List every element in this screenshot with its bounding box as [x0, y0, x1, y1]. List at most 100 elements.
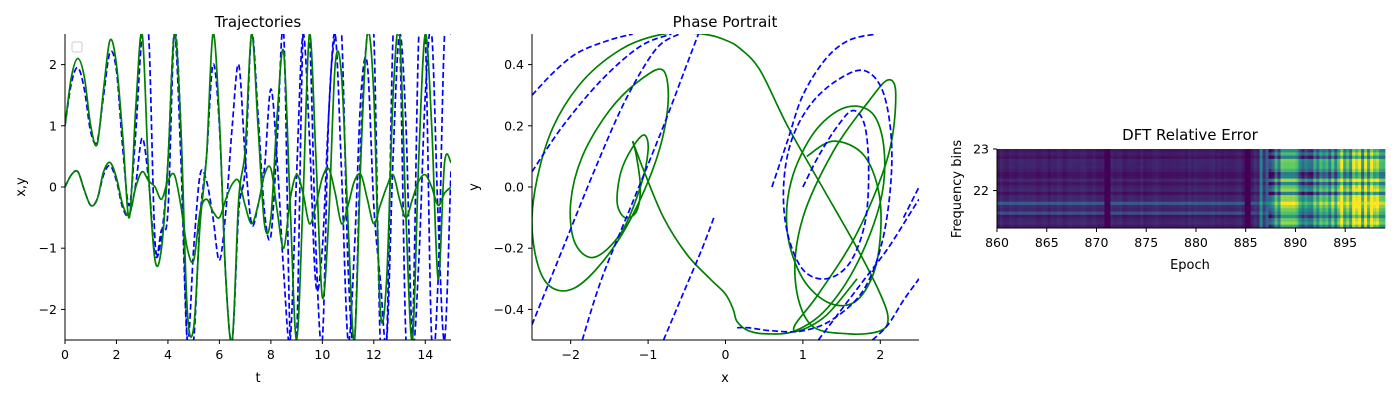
heatmap-cell: [1032, 149, 1037, 153]
heatmap-cell: [1358, 181, 1362, 186]
heatmap-cell: [1011, 204, 1016, 209]
heatmap-cell: [1328, 175, 1332, 180]
heatmap-cell: [1077, 208, 1081, 212]
heatmap-cell: [1092, 208, 1096, 212]
heatmap-cell: [1316, 208, 1320, 212]
heatmap-cell: [1053, 224, 1058, 229]
heatmap-cell: [1343, 178, 1347, 183]
heatmap-cell: [1298, 204, 1302, 209]
heatmap-cell: [1098, 218, 1102, 222]
heatmap-cell: [1185, 175, 1189, 180]
heatmap-cell: [1214, 221, 1219, 226]
heatmap-cell: [1056, 152, 1061, 156]
heatmap-cell: [1005, 158, 1010, 163]
heatmap-cell: [1047, 221, 1052, 226]
heatmap-cell: [1289, 158, 1293, 163]
heatmap-cell: [1250, 158, 1255, 163]
heatmap-cell: [1277, 185, 1281, 189]
heatmap-cell: [1134, 185, 1138, 189]
heatmap-cell: [1026, 172, 1031, 176]
heatmap-cell: [1301, 155, 1305, 160]
heatmap-cell: [1247, 149, 1252, 153]
heatmap-cell: [1116, 155, 1120, 160]
heatmap-cell: [1379, 155, 1383, 160]
heatmap-cell: [1298, 214, 1302, 219]
heatmap-cell: [1110, 214, 1114, 219]
heatmap-cell: [1262, 188, 1267, 193]
heatmap-cell: [1214, 178, 1219, 183]
heatmap-cell: [1110, 152, 1114, 156]
heatmap-cell: [1041, 195, 1046, 199]
heatmap-cell: [1092, 178, 1096, 183]
heatmap-cell: [1304, 191, 1308, 196]
heatmap-cell: [1334, 165, 1338, 170]
heatmap-cell: [1038, 214, 1043, 219]
heatmap-cell: [1086, 155, 1090, 160]
heatmap-cell: [1068, 185, 1073, 189]
heatmap-cell: [1271, 152, 1275, 156]
heatmap-cell: [1331, 195, 1335, 199]
heatmap-cell: [1086, 162, 1090, 166]
heatmap-cell: [1307, 208, 1311, 212]
heatmap-cell: [1035, 152, 1040, 156]
heatmap-cell: [1250, 149, 1255, 153]
heatmap-cell: [1161, 221, 1165, 226]
heatmap-cell: [1325, 162, 1329, 166]
heatmap-cell: [1008, 211, 1013, 216]
heatmap-cell: [1340, 204, 1344, 209]
heatmap-cell: [1101, 152, 1105, 156]
heatmap-cell: [1382, 224, 1386, 229]
heatmap-cell: [1334, 152, 1338, 156]
heatmap-cell: [1277, 172, 1281, 176]
heatmap-cell: [1235, 158, 1240, 163]
heatmap-cell: [1331, 152, 1335, 156]
heatmap-cell: [1071, 181, 1075, 186]
heatmap-cell: [1164, 152, 1168, 156]
heatmap-cell: [1265, 218, 1269, 222]
heatmap-cell: [1271, 191, 1275, 196]
heatmap-cell: [1235, 211, 1240, 216]
heatmap-cell: [1170, 178, 1174, 183]
heatmap-cell: [1131, 201, 1135, 206]
heatmap-cell: [1256, 211, 1261, 216]
heatmap-cell: [1035, 201, 1040, 206]
heatmap-cell: [1292, 211, 1296, 216]
heatmap-cell: [1182, 214, 1186, 219]
heatmap-cell: [1095, 149, 1099, 153]
heatmap-cell: [1298, 168, 1302, 173]
heatmap-cell: [1211, 168, 1216, 173]
heatmap-cell: [1131, 181, 1135, 186]
heatmap-cell: [1208, 162, 1213, 166]
heatmap-cell: [1176, 175, 1180, 180]
heatmap-cell: [1107, 155, 1111, 160]
heatmap-cell: [1173, 168, 1177, 173]
heatmap-cell: [1319, 211, 1323, 216]
x-tick-label: 1: [799, 347, 807, 362]
heatmap-cell: [1358, 195, 1362, 199]
heatmap-cell: [1167, 211, 1171, 216]
heatmap-cell: [1376, 211, 1380, 216]
heatmap-cell: [1292, 149, 1296, 153]
heatmap-cell: [1143, 152, 1147, 156]
y-tick-label: 2: [49, 57, 57, 72]
heatmap-cell: [1005, 175, 1010, 180]
heatmap-cell: [1328, 162, 1332, 166]
heatmap-cell: [1331, 158, 1335, 163]
heatmap-cell: [1149, 181, 1153, 186]
heatmap-cell: [1134, 188, 1138, 193]
heatmap-cell: [1253, 165, 1258, 170]
heatmap-cell: [1092, 152, 1096, 156]
heatmap-cell: [1176, 224, 1180, 229]
heatmap-cell: [1173, 198, 1177, 203]
heatmap-cell: [1325, 172, 1329, 176]
heatmap-cell: [1205, 224, 1210, 229]
heatmap-cell: [1280, 178, 1284, 183]
heatmap-cell: [1193, 185, 1198, 189]
heatmap-cell: [1152, 214, 1156, 219]
heatmap-cell: [1259, 211, 1264, 216]
heatmap-cell: [1211, 162, 1216, 166]
heatmap-cell: [1358, 175, 1362, 180]
heatmap-cell: [1295, 185, 1299, 189]
heatmap-cell: [1220, 208, 1225, 212]
heatmap-cell: [1035, 181, 1040, 186]
